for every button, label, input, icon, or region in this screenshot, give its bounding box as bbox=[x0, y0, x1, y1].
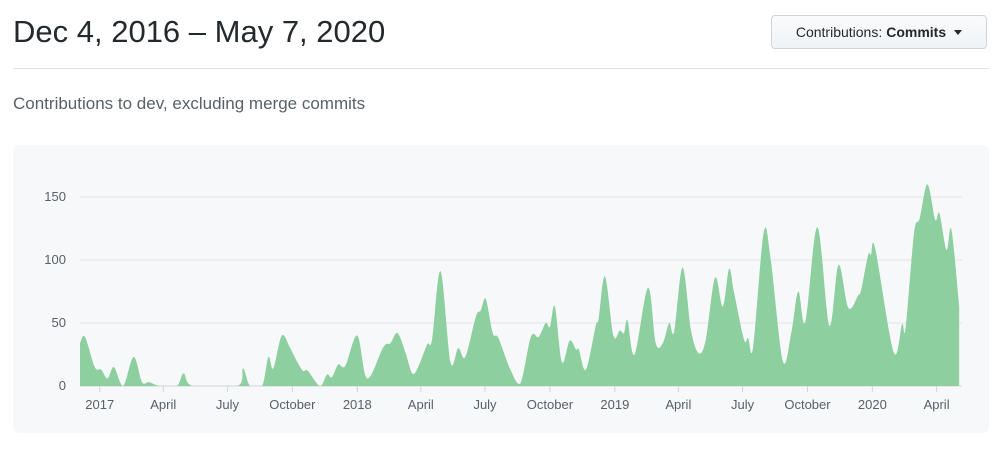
x-tick-label: October bbox=[527, 397, 574, 412]
x-tick-label: July bbox=[473, 397, 497, 412]
x-tick-label: April bbox=[150, 397, 176, 412]
y-tick-label: 150 bbox=[44, 189, 66, 204]
caret-down-icon bbox=[954, 29, 963, 35]
y-tick-label: 0 bbox=[59, 378, 66, 393]
commits-area bbox=[80, 184, 960, 386]
dropdown-prefix: Contributions: bbox=[795, 24, 883, 40]
x-tick-label: April bbox=[924, 397, 950, 412]
x-tick-label: April bbox=[408, 397, 434, 412]
x-tick-label: April bbox=[665, 397, 691, 412]
x-tick-label: 2018 bbox=[343, 397, 372, 412]
x-tick-label: October bbox=[784, 397, 831, 412]
x-tick-label: 2019 bbox=[600, 397, 629, 412]
x-tick-label: July bbox=[216, 397, 240, 412]
contributions-type-dropdown[interactable]: Contributions: Commits bbox=[771, 15, 987, 49]
x-tick-label: July bbox=[731, 397, 755, 412]
divider bbox=[13, 68, 989, 69]
x-tick-label: October bbox=[269, 397, 316, 412]
dropdown-value: Commits bbox=[886, 24, 947, 40]
date-range-title: Dec 4, 2016 – May 7, 2020 bbox=[13, 14, 386, 49]
y-tick-label: 50 bbox=[52, 315, 66, 330]
chart-subtitle: Contributions to dev, excluding merge co… bbox=[13, 94, 366, 113]
x-tick-label: 2017 bbox=[85, 397, 114, 412]
y-tick-label: 100 bbox=[44, 252, 66, 267]
x-tick-label: 2020 bbox=[858, 397, 887, 412]
